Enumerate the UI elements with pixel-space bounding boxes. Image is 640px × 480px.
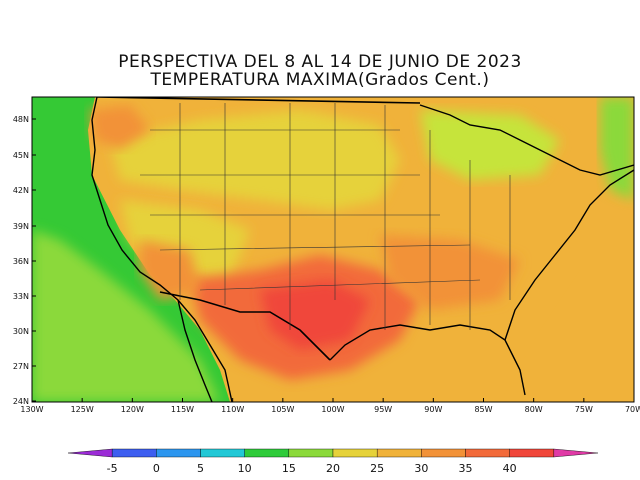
southeast-orange [380,235,520,310]
coastlines [91,97,634,402]
colorbar-tick-label: -5 [107,462,118,475]
colorbar-tick-label: 15 [282,462,296,475]
lon-label: 115W [171,405,194,414]
lon-label: 100W [321,405,344,414]
colorbar-tick-label: 40 [503,462,517,475]
lat-label: 30N [13,327,29,336]
colorbar-segment [553,448,599,458]
colorbar-segment [332,448,378,458]
colorbar-tick-label: 20 [326,462,340,475]
northwest-orange [90,105,150,150]
state-lines [140,103,511,330]
colorbar-tick-label: 25 [370,462,384,475]
colorbar-segment [67,448,113,458]
colorbar-segment [288,448,334,458]
lat-label: 48N [13,115,29,124]
lat-label: 45N [13,151,29,160]
lat-label: 33N [13,292,29,301]
atlantic-ocean [500,200,634,402]
great-basin-yellow [120,200,250,280]
lon-label: 85W [474,405,492,414]
lon-label: 80W [525,405,543,414]
north-yellow [110,110,400,210]
lon-label: 70W [625,405,640,414]
longitude-axis: 130W 125W 120W 115W 110W 105W 100W 95W 90W 85W 80W… [20,398,640,414]
lon-label: 95W [374,405,392,414]
colorbar-tick-label: 35 [459,462,473,475]
colorbar: -5 0 5 10 15 20 25 30 35 40 [67,448,599,475]
map-title: PERSPECTIVA DEL 8 AL 14 DE JUNIO DE 2023 [118,52,522,72]
lat-label: 42N [13,186,29,195]
colorbar-segment [244,448,290,458]
colorbar-tick-label: 10 [238,462,252,475]
lat-label: 36N [13,257,29,266]
colorbar-tick-label: 5 [197,462,204,475]
country-border [96,97,421,361]
lon-label: 75W [575,405,593,414]
colorbar-segment [465,448,510,458]
colorbar-segment [421,448,466,458]
lon-label: 110W [221,405,244,414]
southwest-orange [140,240,200,300]
lat-label: 27N [13,362,29,371]
colorbar-segment [376,448,422,458]
lon-label: 125W [71,405,94,414]
lon-label: 130W [20,405,43,414]
colorbar-segment [111,448,157,458]
colorbar-tick-label: 30 [414,462,428,475]
lon-label: 120W [121,405,144,414]
pacific-south [32,230,220,402]
lon-label: 105W [271,405,294,414]
texas-hottest [260,280,370,350]
colorbar-segment [200,448,245,458]
map-subtitle: TEMPERATURA MAXIMA(Grados Cent.) [150,70,490,90]
great-lakes-green [420,110,560,180]
lon-label: 90W [424,405,442,414]
colorbar-segment [509,448,555,458]
lat-label: 24N [13,397,29,406]
colorbar-tick-label: 0 [153,462,160,475]
map-field [32,97,634,402]
colorbar-segment [156,448,201,458]
northeast-green [600,97,634,200]
latitude-axis: 48N 45N 42N 39N 36N 33N 30N 27N 24N [13,115,36,406]
lat-label: 39N [13,222,29,231]
